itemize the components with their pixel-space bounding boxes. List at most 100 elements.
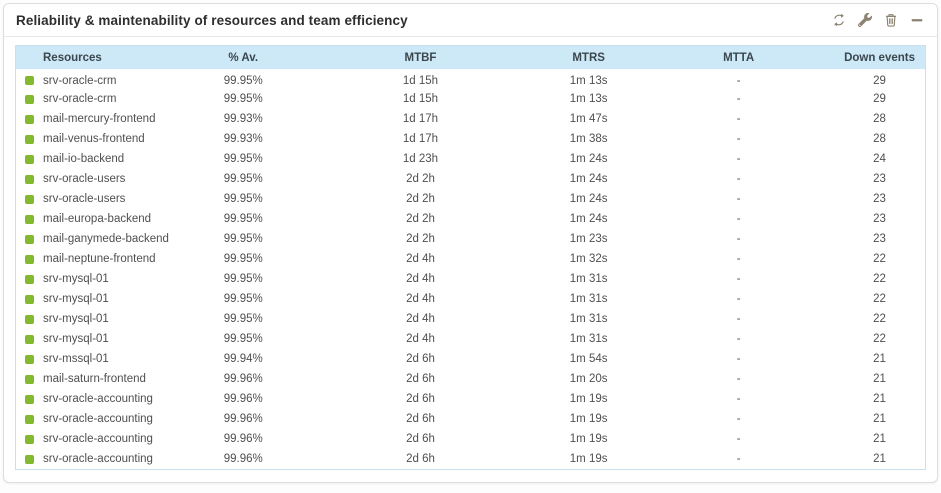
availability-cell: 99.95% [223,313,263,325]
configure-button[interactable] [857,12,873,28]
mtrs-cell: 1m 23s [569,233,608,245]
widget-header: Reliability & maintenability of resource… [4,4,937,37]
availability-cell: 99.95% [223,333,263,345]
availability-cell: 99.94% [223,353,263,365]
resource-cell: mail-saturn-frontend [16,369,180,389]
mtbf-cell: 2d 4h [406,293,435,305]
down-events-cell: 22 [873,313,886,325]
mtbf-cell: 2d 2h [406,193,435,205]
table-row: srv-mssql-01 99.94% 2d 6h 1m 54s - 21 [16,349,925,369]
resource-cell: mail-mercury-frontend [16,109,180,129]
resource-cell: srv-oracle-accounting [16,389,180,409]
mtta-cell: - [736,393,741,405]
table-row: mail-neptune-frontend 99.95% 2d 4h 1m 32s - 2… [16,249,925,269]
resource-cell: srv-oracle-accounting [16,449,180,469]
down-events-cell: 21 [873,373,886,385]
column-header-mtta: MTTA [643,46,835,69]
table-row: srv-mysql-01 99.95% 2d 4h 1m 31s - 22 [16,269,925,289]
availability-cell: 99.95% [223,173,263,185]
status-ok-icon [25,434,34,444]
table-row: srv-oracle-users 99.95% 2d 2h 1m 24s - 23 [16,169,925,189]
resource-name: srv-mysql-01 [43,293,109,305]
mtta-cell: - [736,74,741,87]
mtrs-cell: 1m 31s [569,313,608,325]
mtta-cell: - [736,93,741,105]
availability-cell: 99.95% [223,213,263,225]
resource-name: mail-neptune-frontend [43,253,156,265]
resource-name: mail-io-backend [43,153,125,165]
mtta-cell: - [736,313,741,325]
status-ok-icon [25,454,34,464]
trash-icon [885,14,897,27]
down-events-cell: 29 [873,93,886,105]
mtrs-cell: 1m 19s [569,453,608,465]
resource-cell: srv-oracle-crm [16,69,180,89]
resource-cell: srv-oracle-users [16,169,180,189]
column-header-resources: Resources [16,46,180,69]
mtrs-cell: 1m 24s [569,193,608,205]
widget-title: Reliability & maintenability of resource… [16,12,408,28]
resource-cell: mail-neptune-frontend [16,249,180,269]
status-ok-icon [25,294,34,304]
mtta-cell: - [736,333,741,345]
resource-cell: srv-mysql-01 [16,289,180,309]
mtrs-cell: 1m 47s [569,113,608,125]
mtrs-cell: 1m 24s [569,213,608,225]
resource-cell: srv-mssql-01 [16,349,180,369]
availability-cell: 99.95% [223,193,263,205]
wrench-icon [858,13,872,27]
down-events-cell: 21 [873,413,886,425]
mtrs-cell: 1m 31s [569,293,608,305]
refresh-button[interactable] [831,12,847,28]
availability-cell: 99.96% [223,433,263,445]
status-ok-icon [25,214,34,224]
resource-name: srv-mysql-01 [43,273,109,285]
widget-actions [831,12,925,28]
table-row: mail-ganymede-backend 99.95% 2d 2h 1m 23s - 2… [16,229,925,249]
mtta-cell: - [736,193,741,205]
resource-cell: mail-europa-backend [16,209,180,229]
mtbf-cell: 1d 17h [402,113,439,125]
table-body: srv-oracle-crm 99.95% 1d 15h 1m 13s -29 srv-o… [16,69,925,469]
availability-cell: 99.95% [223,153,263,165]
status-ok-icon [25,114,34,124]
availability-cell: 99.96% [223,393,263,405]
resource-name: mail-europa-backend [43,213,152,225]
mtta-cell: - [736,433,741,445]
column-header-down-events: Down events [834,46,925,69]
table-row: srv-oracle-accounting 99.96% 2d 6h 1m 19s - 2… [16,409,925,429]
mtta-cell: - [736,233,741,245]
status-ok-icon [25,76,34,85]
column-header-mtbf: MTBF [306,46,535,69]
resources-table-container: Resources% Av. MTBF MTRS MTTA Down events sr… [15,45,926,470]
resource-cell: srv-oracle-crm [16,89,180,109]
mtta-cell: - [736,153,741,165]
mtta-cell: - [736,173,741,185]
minimize-button[interactable] [909,12,925,28]
resource-cell: srv-mysql-01 [16,269,180,289]
table-row: srv-mysql-01 99.95% 2d 4h 1m 31s - 22 [16,289,925,309]
status-ok-icon [25,234,34,244]
mtrs-cell: 1m 31s [569,273,608,285]
resource-name: srv-oracle-crm [43,74,117,87]
mtrs-cell: 1m 20s [569,373,608,385]
mtta-cell: - [736,253,741,265]
resource-name: srv-oracle-users [43,193,126,205]
status-ok-icon [25,374,34,384]
mtbf-cell: 1d 17h [402,133,439,145]
resource-cell: srv-mysql-01 [16,329,180,349]
status-ok-icon [25,394,34,404]
mtbf-cell: 2d 2h [406,173,435,185]
mtrs-cell: 1m 13s [569,74,608,87]
availability-cell: 99.95% [223,74,263,87]
resources-table: Resources% Av. MTBF MTRS MTTA Down events sr… [16,46,925,469]
availability-cell: 99.93% [223,133,263,145]
mtbf-cell: 2d 6h [406,453,435,465]
down-events-cell: 22 [873,273,886,285]
status-ok-icon [25,334,34,344]
delete-button[interactable] [883,12,899,28]
down-events-cell: 23 [873,173,886,185]
mtbf-cell: 2d 6h [406,373,435,385]
down-events-cell: 23 [873,213,886,225]
table-row: srv-oracle-crm 99.95% 1d 15h 1m 13s - 29 [16,69,925,89]
